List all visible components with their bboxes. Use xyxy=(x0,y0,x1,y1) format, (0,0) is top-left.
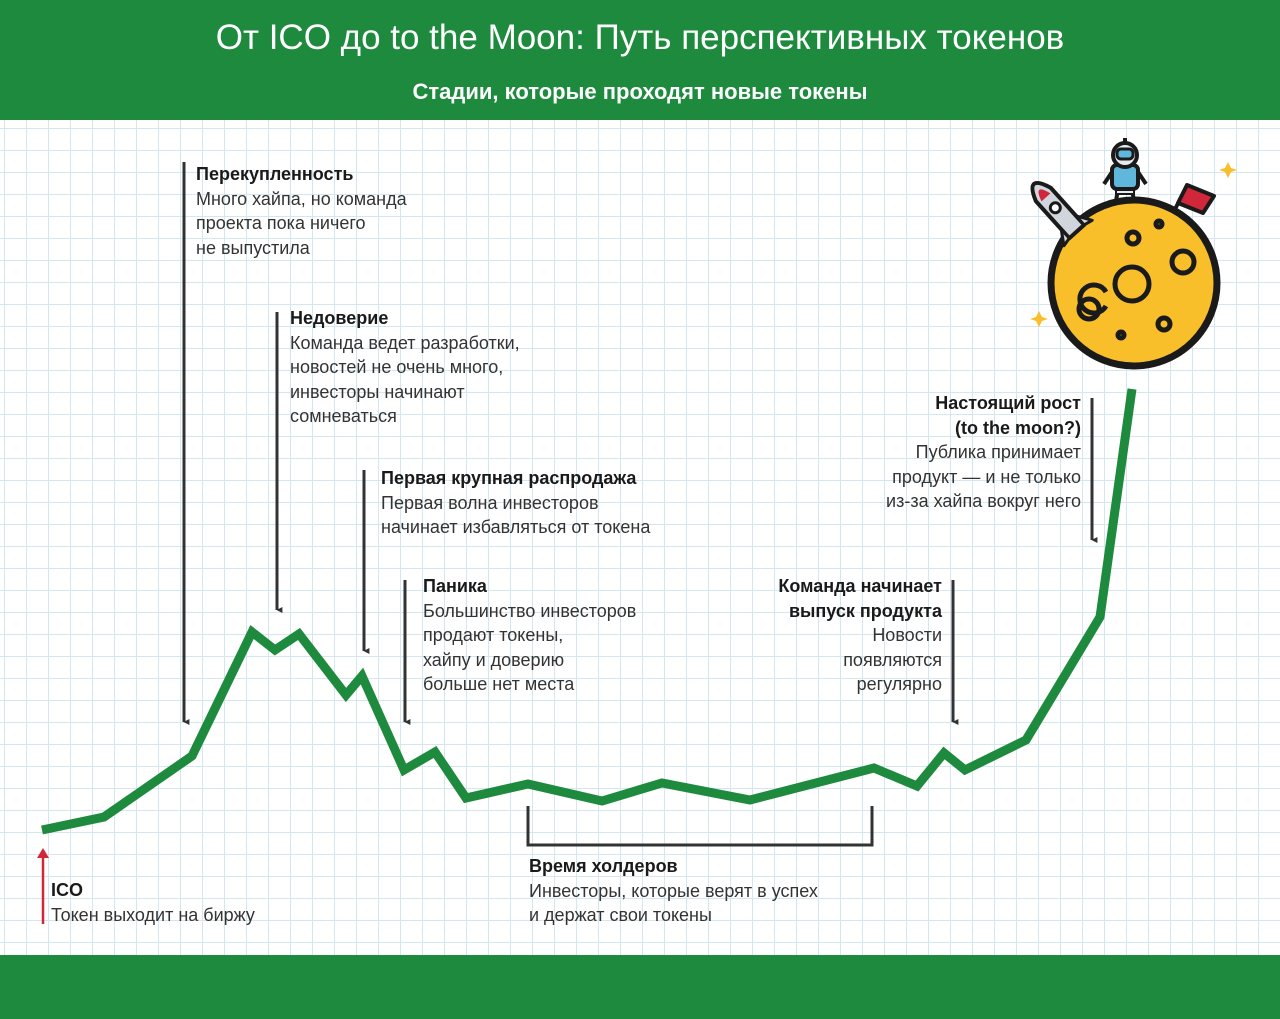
annotation-body: Много хайпа, но команда проекта пока нич… xyxy=(196,188,407,258)
annotation-arrows xyxy=(182,162,1098,847)
annotation-body: Инвесторы, которые верят в успех и держа… xyxy=(529,880,818,926)
annotation-heading: Перекупленность xyxy=(196,164,354,184)
rocket-icon xyxy=(1030,181,1094,248)
annotation-heading: ICO xyxy=(51,880,84,900)
astronaut-icon xyxy=(1102,138,1148,202)
annotation-release: Команда начинает выпуск продукта Новости… xyxy=(700,574,942,697)
annotation-body: Большинство инвесторов продают токены, х… xyxy=(423,600,637,695)
header-bar: От ICO до to the Moon: Путь перспективны… xyxy=(0,0,1280,120)
annotation-heading: Время холдеров xyxy=(529,856,678,876)
annotation-real-growth: Настоящий рост (to the moon?) Публика пр… xyxy=(800,391,1081,514)
page-title: От ICO до to the Moon: Путь перспективны… xyxy=(215,18,1065,57)
footer-bar xyxy=(0,955,1280,1019)
page-subtitle: Стадии, которые проходят новые токены xyxy=(412,79,868,104)
annotation-distrust: Недоверие Команда ведет разработки, ново… xyxy=(290,306,590,429)
moon-illustration xyxy=(1030,138,1237,370)
price-curve xyxy=(41,388,1137,835)
annotation-heading: Команда начинает выпуск продукта xyxy=(778,576,942,621)
annotation-overbought: Перекупленность Много хайпа, но команда … xyxy=(196,162,496,260)
annotation-heading: Паника xyxy=(423,576,487,596)
annotation-body: Публика принимает продукт — и не только … xyxy=(886,442,1081,511)
moon-craters xyxy=(1076,218,1197,341)
sparkle-icon xyxy=(1030,162,1237,327)
annotation-body: Команда ведет разработки, новостей не оч… xyxy=(290,332,520,427)
annotation-heading: Настоящий рост (to the moon?) xyxy=(935,393,1081,438)
ico-arrow xyxy=(37,848,49,924)
annotation-body: Новости появляются регулярно xyxy=(843,625,942,694)
annotation-heading: Первая крупная распродажа xyxy=(381,468,637,488)
annotation-ico: ICO Токен выходит на биржу xyxy=(51,878,331,927)
annotation-panic: Паника Большинство инвесторов продают то… xyxy=(423,574,703,697)
annotation-body: Первая волна инвесторов начинает избавля… xyxy=(381,492,651,538)
annotation-body: Токен выходит на биржу xyxy=(51,904,255,925)
annotation-first-sale: Первая крупная распродажа Первая волна и… xyxy=(381,466,721,540)
holders-bracket xyxy=(526,806,874,847)
annotation-heading: Недоверие xyxy=(290,308,389,328)
annotation-holders: Время холдеров Инвесторы, которые верят … xyxy=(529,854,889,928)
